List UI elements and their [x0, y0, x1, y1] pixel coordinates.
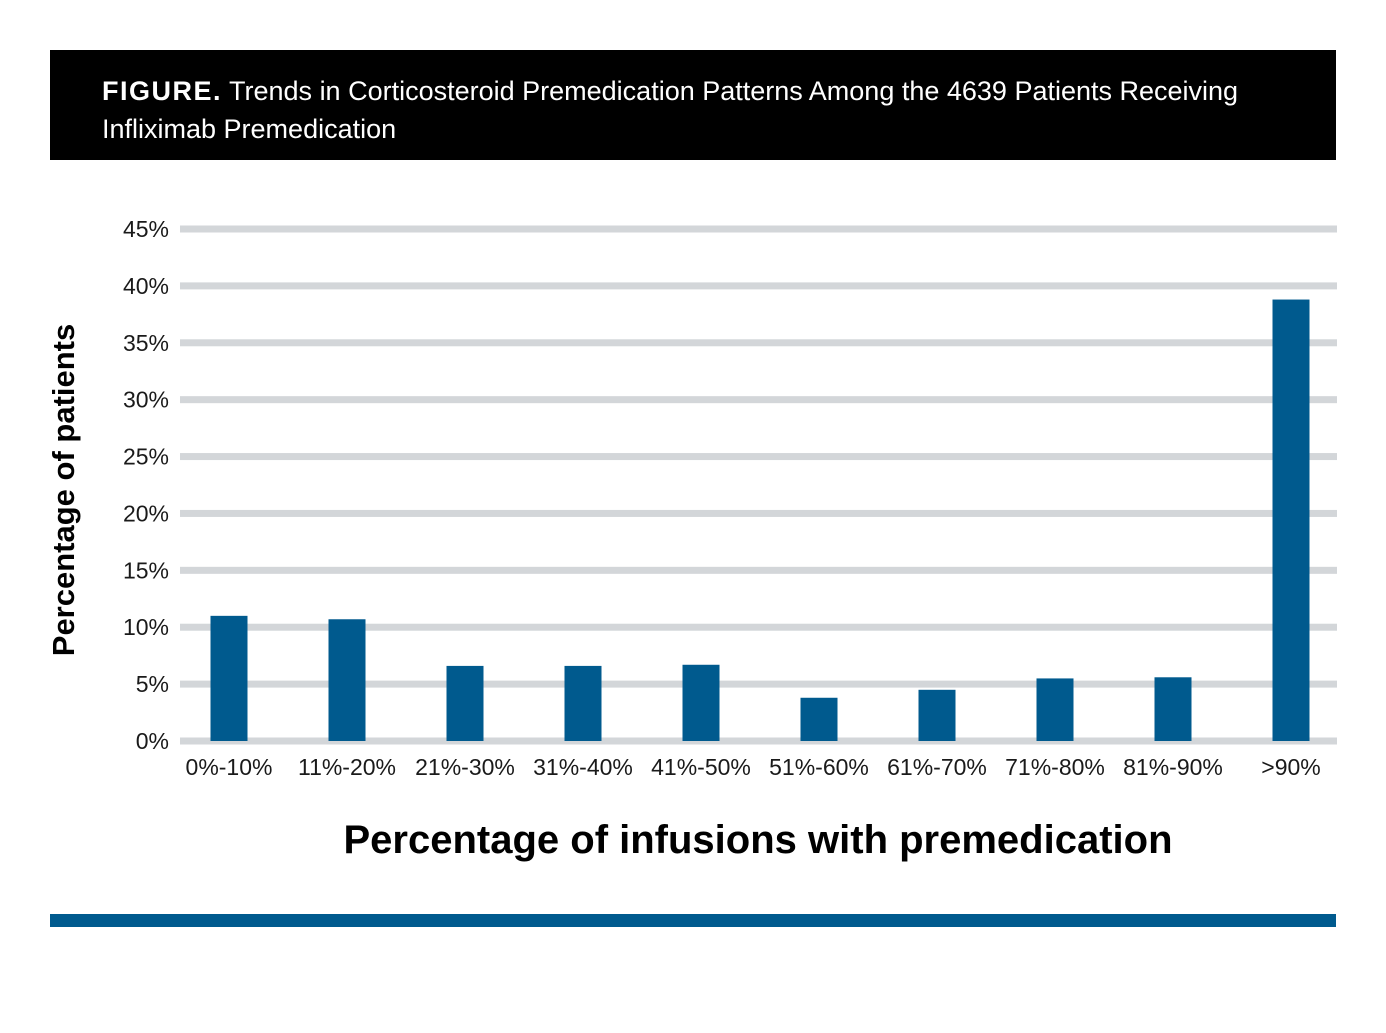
gridline — [180, 737, 1337, 745]
x-tick-label: >90% — [1261, 754, 1320, 780]
x-tick-label: 71%-80% — [1005, 754, 1105, 780]
bar — [328, 619, 366, 741]
gridline — [180, 509, 1337, 517]
bar — [1036, 678, 1074, 741]
x-tick-label: 41%-50% — [651, 754, 751, 780]
y-axis-title: Percentage of patients — [46, 324, 81, 656]
bar — [682, 664, 720, 741]
bars — [210, 299, 1310, 741]
gridline — [180, 225, 1337, 233]
x-tick-label: 11%-20% — [298, 754, 396, 780]
y-tick-label: 0% — [136, 728, 169, 754]
x-tick-label: 51%-60% — [769, 754, 869, 780]
x-tick-label: 21%-30% — [415, 754, 515, 780]
figure-header: FIGURE. Trends in Corticosteroid Premedi… — [50, 50, 1336, 160]
gridline — [180, 623, 1337, 631]
y-tick-label: 40% — [123, 273, 169, 299]
y-tick-label: 10% — [123, 614, 169, 640]
y-tick-label: 20% — [123, 500, 169, 526]
gridline — [180, 680, 1337, 688]
figure-label: FIGURE. — [102, 76, 223, 106]
bar — [564, 665, 602, 741]
bar — [800, 697, 838, 741]
y-tick-label: 30% — [123, 387, 169, 413]
x-tick-label: 0%-10% — [186, 754, 273, 780]
figure-title: Trends in Corticosteroid Premedication P… — [102, 76, 1239, 144]
gridline — [180, 453, 1337, 461]
y-axis-ticks: 0% 5% 10% 15% 20% 25% 30% 35% 40% 45% — [123, 216, 169, 754]
bar — [918, 689, 956, 741]
y-tick-label: 5% — [136, 671, 169, 697]
gridline — [180, 282, 1337, 290]
x-tick-label: 81%-90% — [1123, 754, 1223, 780]
bar — [1272, 299, 1310, 741]
y-tick-label: 25% — [123, 444, 169, 470]
x-axis-ticks: 0%-10% 11%-20% 21%-30% 31%-40% 41%-50% 51%-60… — [186, 754, 1321, 780]
x-tick-label: 31%-40% — [533, 754, 633, 780]
bar — [210, 615, 248, 741]
footer-rule — [50, 914, 1336, 927]
x-axis-title: Percentage of infusions with premedicati… — [343, 818, 1172, 862]
y-tick-label: 45% — [123, 216, 169, 242]
gridline — [180, 339, 1337, 347]
y-tick-label: 35% — [123, 330, 169, 356]
gridlines — [180, 225, 1337, 745]
bar — [446, 665, 484, 741]
x-tick-label: 61%-70% — [887, 754, 987, 780]
y-tick-label: 15% — [123, 557, 169, 583]
bar — [1154, 677, 1192, 741]
gridline — [180, 566, 1337, 574]
gridline — [180, 396, 1337, 404]
